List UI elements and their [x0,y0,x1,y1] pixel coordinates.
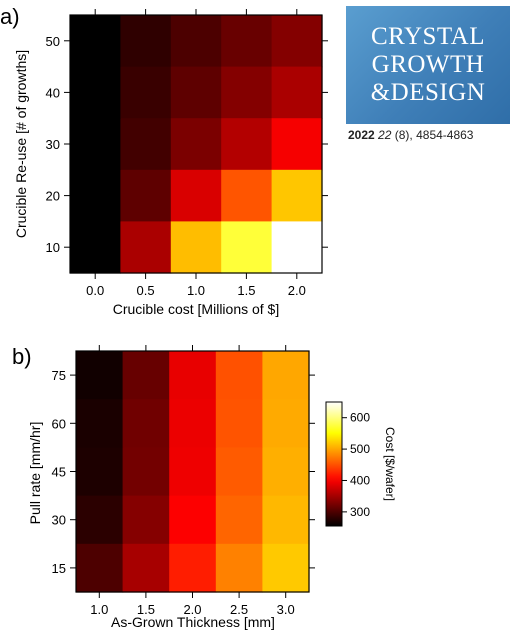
colorbar [326,402,342,526]
heatmap-cell [76,496,123,545]
heatmap-cell [216,496,263,545]
x-tick-label: 3.0 [277,602,295,617]
colorbar-tick-label: 400 [350,473,370,487]
heatmap-cell [120,170,171,222]
x-tick-label: 0.5 [137,283,155,298]
heatmap-cell [76,351,123,400]
heatmap-cell [76,544,123,593]
colorbar-tick-label: 600 [350,411,370,425]
heatmap-cell [216,399,263,448]
x-tick-label: 1.0 [187,283,205,298]
y-tick-label: 50 [46,34,60,49]
heatmap-cell [76,399,123,448]
colorbar-label: Cost [$/wafer] [383,427,397,501]
heatmap-cell [221,170,272,222]
y-tick-label: 20 [46,189,60,204]
heatmap-cell [216,351,263,400]
y-tick-label: 60 [52,416,66,431]
heatmap-cell [272,67,323,119]
heatmap-cell [76,447,123,496]
heatmap-cell [70,118,121,170]
citation-pages: 4854-4863 [416,128,473,142]
heatmap-cell [171,221,222,273]
heatmap-cell [262,496,309,545]
y-tick-label: 40 [46,85,60,100]
panel-label-b: b) [12,344,32,369]
y-tick-label: 15 [52,561,66,576]
logo-line-3: &DESIGN [346,80,510,105]
heatmap-cell [171,118,222,170]
heatmap-cell [123,399,170,448]
heatmap-cell [171,67,222,119]
y-tick-label: 10 [46,240,60,255]
logo-line-2: GROWTH [346,52,510,77]
heatmap-cell [221,221,272,273]
heatmap-cell [171,15,222,67]
heatmap-cells-b [76,351,310,593]
x-tick-label: 2.0 [288,283,306,298]
heatmap-cell [221,15,272,67]
logo-line-1: CRYSTAL [346,24,510,49]
heatmap-cell [272,118,323,170]
heatmap-cell [120,118,171,170]
heatmap-cell [262,447,309,496]
heatmap-cell [171,170,222,222]
heatmap-cell [120,221,171,273]
heatmap-cell [70,67,121,119]
x-tick-label: 0.0 [86,283,104,298]
heatmap-cell [169,351,216,400]
colorbar-tick-label: 300 [350,505,370,519]
heatmap-cell [272,170,323,222]
heatmap-cell [169,544,216,593]
y-tick-label: 75 [52,368,66,383]
heatmap-cell [123,351,170,400]
heatmap-cell [221,67,272,119]
y-axis-label-a: Crucible Re-use [# of growths] [13,50,29,238]
colorbar-ticks: 600 500 400 300 [342,411,370,519]
journal-logo: CRYSTAL GROWTH &DESIGN [346,6,510,124]
heatmap-cell [123,447,170,496]
y-tick-label: 45 [52,465,66,480]
citation: 2022 22 (8), 4854-4863 [348,128,473,142]
heatmap-cell [123,496,170,545]
citation-year: 2022 [348,128,375,142]
heatmap-cell [216,447,263,496]
panel-label-a: a) [0,4,20,29]
heatmap-cells-a [70,15,323,274]
heatmap-cell [262,351,309,400]
citation-issue: (8), [395,128,413,142]
heatmap-cell [123,544,170,593]
heatmap-cell [70,221,121,273]
heatmap-cell [216,544,263,593]
heatmap-cell [262,399,309,448]
y-tick-label: 30 [46,137,60,152]
heatmap-cell [169,496,216,545]
citation-volume: 22 [378,128,391,142]
heatmap-cell [272,15,323,67]
heatmap-cell [169,399,216,448]
heatmap-cell [262,544,309,593]
x-axis-label-a: Crucible cost [Millions of $] [113,301,280,317]
x-tick-label: 1.0 [90,602,108,617]
x-axis-label-b: As-Grown Thickness [mm] [111,614,275,630]
heatmap-cell [70,170,121,222]
heatmap-cell [169,447,216,496]
y-axis-label-b: Pull rate [mm/hr] [27,422,43,525]
colorbar-tick-label: 500 [350,442,370,456]
heatmap-cell [272,221,323,273]
heatmap-cell [70,15,121,67]
y-tick-label: 30 [52,513,66,528]
x-tick-label: 1.5 [237,283,255,298]
heatmap-cell [120,15,171,67]
heatmap-cell [221,118,272,170]
heatmap-cell [120,67,171,119]
